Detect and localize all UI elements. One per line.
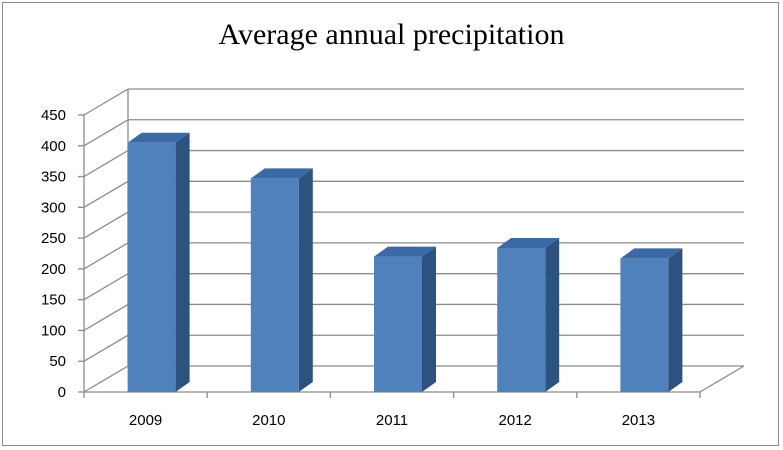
floor-right-edge	[699, 365, 745, 393]
bar	[374, 256, 422, 392]
bars	[127, 132, 683, 392]
x-tick-label: 2010	[252, 412, 285, 429]
bar-top	[127, 132, 190, 143]
x-tick-label: 2009	[129, 412, 162, 429]
x-tick-label: 2011	[376, 412, 408, 429]
gridline-depth	[83, 149, 129, 178]
bar-top	[497, 237, 560, 248]
y-tick-label: 450	[41, 107, 66, 124]
gridline-depth	[83, 334, 129, 362]
gridline-depth	[83, 211, 129, 239]
y-tick-label: 300	[41, 199, 66, 216]
bar-top	[250, 168, 313, 179]
bar-top	[620, 248, 683, 259]
gridline-depth	[83, 119, 129, 147]
bar-top	[374, 246, 436, 257]
bar	[620, 258, 669, 392]
gridline-depth	[83, 273, 129, 301]
y-tick-label: 350	[41, 169, 66, 186]
x-tick-label: 2013	[622, 412, 655, 429]
bar-side	[175, 132, 190, 392]
bar	[127, 142, 176, 392]
bar	[497, 247, 546, 392]
y-tick-label: 400	[41, 138, 66, 155]
tick-labels: 0 50 100 150 200 250 300 350 400 450 2009 2010 2011 2…	[41, 107, 655, 429]
y-tick-label: 250	[41, 230, 66, 247]
bar	[250, 178, 299, 392]
gridline-depth	[83, 365, 129, 393]
bar-side	[545, 237, 560, 392]
y-tick-label: 150	[41, 292, 66, 309]
chart-title: Average annual precipitation	[218, 18, 565, 51]
gridline-depth	[83, 303, 129, 332]
gridline-depth	[83, 180, 129, 208]
y-tick-label: 100	[41, 322, 66, 339]
x-tick-label: 2012	[499, 412, 532, 429]
y-tick-label: 50	[49, 353, 66, 370]
bar-side	[422, 246, 436, 392]
y-tick-label: 200	[41, 261, 66, 278]
gridline-depth	[83, 88, 129, 116]
bar-side	[668, 248, 683, 392]
gridline-depth	[83, 242, 129, 270]
y-tick-label: 0	[58, 384, 66, 401]
bar-side	[298, 168, 313, 392]
